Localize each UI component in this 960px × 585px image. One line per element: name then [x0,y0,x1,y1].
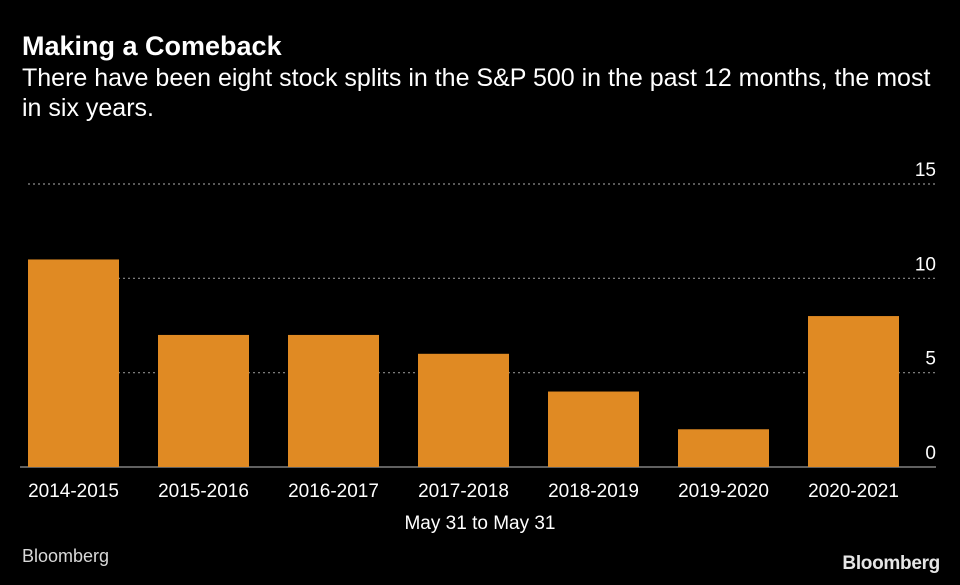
y-tick-labels: 0 5 10 15 [915,160,936,464]
bar-2017-2018 [418,353,509,467]
bar-2014-2015 [28,259,119,467]
x-tick-label: 2019-2020 [678,481,769,502]
source-label: Bloomberg [22,546,110,566]
bloomberg-logo: Bloomberg [842,553,940,574]
bar-2019-2020 [678,429,769,467]
x-tick-label: 2020-2021 [808,481,899,502]
x-tick-label: 2015-2016 [158,481,249,502]
y-tick-label: 10 [915,254,936,275]
x-tick-labels: 2014-2015 2015-2016 2016-2017 2017-2018 2018… [28,481,899,502]
x-tick-label: 2018-2019 [548,481,639,502]
chart-subtitle: There have been eight stock splits in th… [22,64,931,122]
x-tick-label: 2016-2017 [288,481,379,502]
bar-2016-2017 [288,334,379,467]
bar-2018-2019 [548,391,639,467]
bar-2020-2021 [808,316,899,467]
y-tick-label: 15 [915,160,936,181]
chart-title: Making a Comeback [22,31,282,61]
y-tick-label: 0 [925,443,936,464]
bar-chart: 0 5 10 15 2014-2015 2015-2016 2016-2017 2017-2… [20,160,936,534]
y-tick-label: 5 [925,349,936,370]
bars [28,259,899,467]
bar-2015-2016 [158,334,249,467]
x-tick-label: 2014-2015 [28,481,119,502]
x-tick-label: 2017-2018 [418,481,509,502]
x-axis-title: May 31 to May 31 [404,513,555,534]
